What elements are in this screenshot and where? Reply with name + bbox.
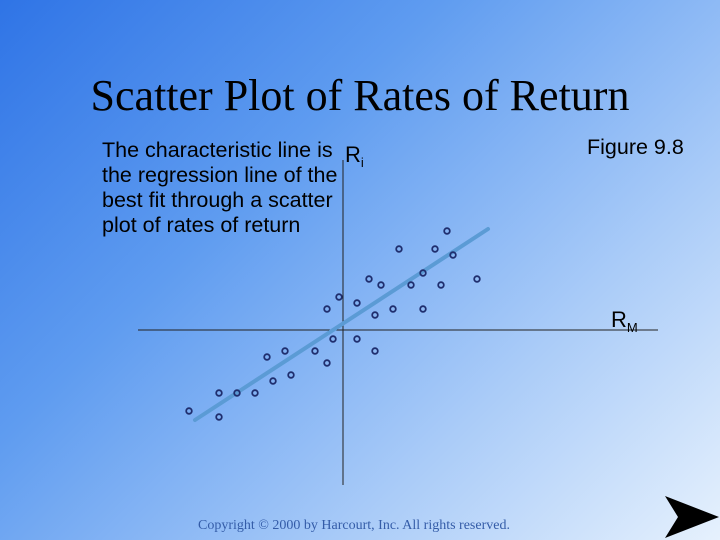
y-axis-label-sub: i (360, 155, 364, 170)
copyright-text: Copyright © 2000 by Harcourt, Inc. All r… (198, 518, 510, 533)
regression-line (193, 227, 490, 422)
scatter-point (185, 407, 193, 415)
slide-title: Scatter Plot of Rates of Return (90, 71, 630, 120)
figure-label: Figure 9.8 (587, 135, 684, 159)
scatter-point (215, 413, 223, 421)
scatter-point (419, 269, 427, 277)
y-axis-label: Ri (345, 142, 364, 171)
scatter-point (437, 281, 445, 289)
x-axis-label-main: R (611, 307, 627, 332)
scatter-point (377, 281, 385, 289)
scatter-point (287, 371, 295, 379)
x-axis-label: RM (611, 307, 638, 336)
scatter-point (365, 275, 373, 283)
description-text: The characteristic line is the regressio… (102, 138, 338, 237)
scatter-point (407, 281, 415, 289)
x-axis-label-sub: M (626, 320, 638, 335)
scatter-point (269, 377, 277, 385)
scatter-point (353, 299, 361, 307)
scatter-point (323, 359, 331, 367)
scatter-point (323, 305, 331, 313)
scatter-point (443, 227, 451, 235)
y-axis-label-main: R (345, 142, 361, 167)
scatter-point (473, 275, 481, 283)
scatter-point (449, 251, 457, 259)
points-layer (185, 227, 481, 421)
scatter-point (353, 335, 361, 343)
scatter-point (431, 245, 439, 253)
scatter-point (395, 245, 403, 253)
scatter-point (281, 347, 289, 355)
scatter-point (371, 311, 379, 319)
scatter-point (371, 347, 379, 355)
scatter-point (215, 389, 223, 397)
scatter-point (233, 389, 241, 397)
scatter-point (251, 389, 259, 397)
axes (138, 160, 658, 485)
next-slide-arrow-icon[interactable] (664, 494, 720, 540)
scatter-point (311, 347, 319, 355)
scatter-point (335, 293, 343, 301)
scatter-point (263, 353, 271, 361)
scatter-point (329, 335, 337, 343)
regression-line-layer (193, 227, 490, 422)
scatter-point (419, 305, 427, 313)
scatter-point (389, 305, 397, 313)
